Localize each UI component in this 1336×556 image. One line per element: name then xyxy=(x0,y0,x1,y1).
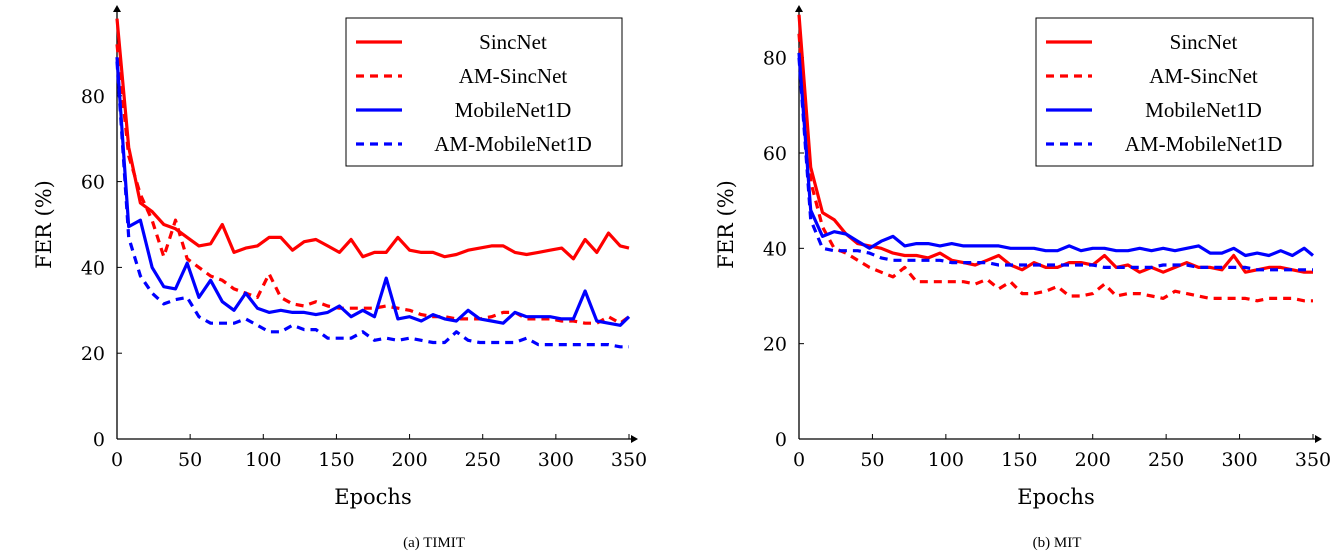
x-axis-label: Epochs xyxy=(1017,485,1094,509)
x-axis-label: Epochs xyxy=(334,485,411,509)
series-line-mobilenet1d xyxy=(797,52,1315,258)
legend-label: SincNet xyxy=(1170,30,1238,54)
x-tick-label: 0 xyxy=(793,449,805,471)
y-axis-label: FER (%) xyxy=(32,180,56,269)
x-tick-label: 300 xyxy=(538,449,574,471)
y-tick-label: 60 xyxy=(81,172,105,194)
series-line-sincnet xyxy=(115,18,630,261)
y-axis-arrow-icon xyxy=(113,5,121,12)
series-line-sincnet xyxy=(797,14,1313,274)
series-line-am-mobilenet1d xyxy=(115,61,629,349)
chart-mit: 0 50 100 150 200 250 300 350 0 20 40 60 80 Epochs FER … xyxy=(714,5,1331,551)
series-line-am-mobilenet1d xyxy=(797,57,1313,272)
legend-label: AM-SincNet xyxy=(459,64,568,88)
y-axis-label: FER (%) xyxy=(714,180,738,269)
legend-label: MobileNet1D xyxy=(455,98,572,122)
x-tick-label: 100 xyxy=(928,449,964,471)
series-line-am-sincnet xyxy=(797,33,1313,303)
x-tick-label: 350 xyxy=(611,449,647,471)
y-tick-label: 0 xyxy=(93,429,105,451)
x-tick-label: 350 xyxy=(1295,449,1331,471)
x-tick-label: 300 xyxy=(1221,449,1257,471)
legend-label: SincNet xyxy=(479,30,547,54)
y-tick-label: 60 xyxy=(763,143,787,165)
legend-label: AM-MobileNet1D xyxy=(434,132,591,156)
y-tick-label: 40 xyxy=(763,238,787,260)
y-tick-label: 40 xyxy=(81,257,105,279)
figure-caption: (b) MIT xyxy=(1033,535,1082,551)
x-tick-label: 200 xyxy=(1075,449,1111,471)
y-tick-label: 0 xyxy=(775,429,787,451)
x-tick-label: 150 xyxy=(318,449,354,471)
x-tick-label: 150 xyxy=(1001,449,1037,471)
legend-label: AM-MobileNet1D xyxy=(1125,132,1282,156)
x-tick-label: 250 xyxy=(465,449,501,471)
legend-label: MobileNet1D xyxy=(1145,98,1262,122)
y-axis-arrow-icon xyxy=(795,5,803,12)
x-axis-arrow-icon xyxy=(631,435,638,443)
figure-caption: (a) TIMIT xyxy=(403,535,465,551)
x-tick-label: 50 xyxy=(178,449,202,471)
series-line-am-sincnet xyxy=(115,44,630,325)
x-axis-arrow-icon xyxy=(1315,435,1322,443)
x-tick-label: 100 xyxy=(245,449,281,471)
chart-timit: 0 50 100 150 200 250 300 350 0 20 40 60 80 Epochs FER … xyxy=(32,5,647,551)
legend-label: AM-SincNet xyxy=(1149,64,1258,88)
y-tick-label: 80 xyxy=(81,86,105,108)
y-tick-label: 20 xyxy=(763,334,787,356)
x-tick-label: 200 xyxy=(391,449,427,471)
series-line-mobilenet1d xyxy=(115,57,631,327)
x-tick-label: 250 xyxy=(1148,449,1184,471)
x-tick-label: 50 xyxy=(860,449,884,471)
y-tick-label: 20 xyxy=(81,343,105,365)
y-tick-label: 80 xyxy=(763,48,787,70)
x-tick-label: 0 xyxy=(111,449,123,471)
